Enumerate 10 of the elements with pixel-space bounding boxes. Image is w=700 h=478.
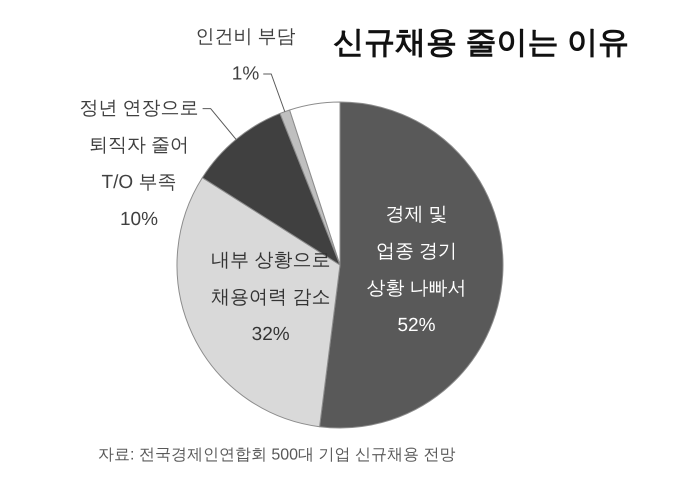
slice-label: 경제 및 업종 경기 상황 나빠서	[366, 204, 467, 299]
slice-label: 인건비 부담	[195, 26, 296, 48]
data-label: 52%	[397, 314, 436, 336]
slice-label: 정년 연장으로 퇴직자 줄어 T/O 부족	[79, 98, 199, 194]
data-label: 10%	[120, 209, 158, 230]
slice-label: 내부 상황으로 채용여력 감소	[211, 250, 330, 308]
data-label: 32%	[252, 324, 290, 346]
chart-title: 신규채용 줄이는 이유	[333, 24, 630, 60]
data-label: 1%	[232, 64, 260, 84]
text: 자료: 전국경제인연합회 500대 기업 신규채용 전망	[98, 446, 456, 464]
